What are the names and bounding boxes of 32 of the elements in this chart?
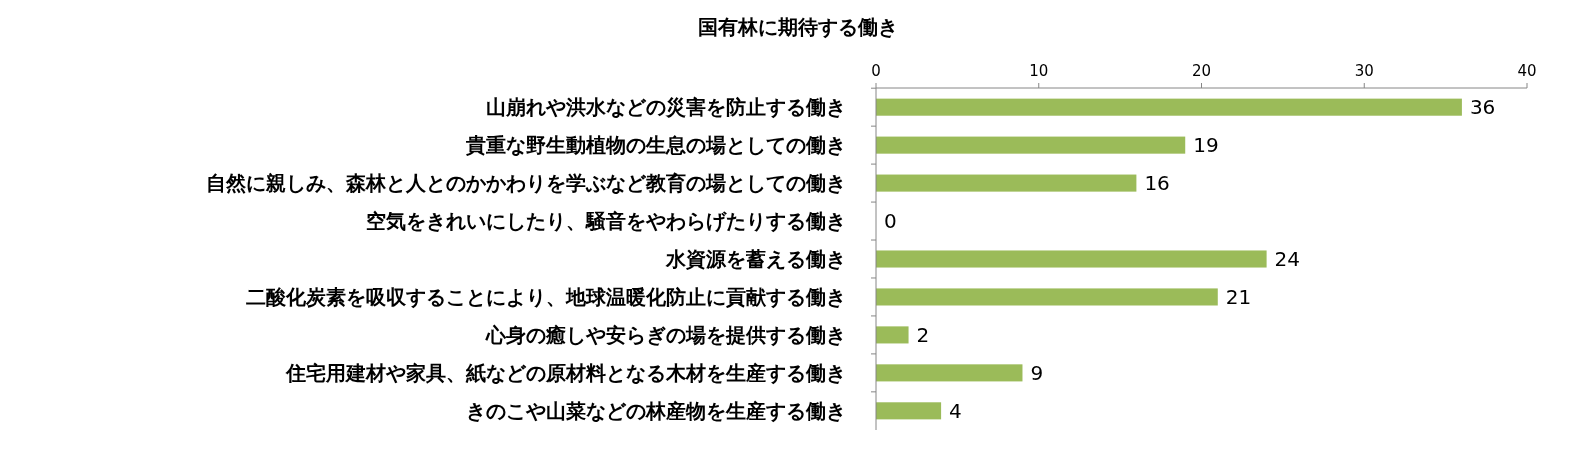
bar — [876, 174, 1137, 192]
y-tick-label: 貴重な野生動植物の生息の場としての働き — [465, 133, 846, 158]
y-tick-label: 住宅用建材や家具、紙などの原材料となる木材を生産する働き — [285, 360, 846, 385]
bar — [876, 402, 942, 420]
x-tick-label: 30 — [1354, 62, 1374, 80]
x-tick-label: 40 — [1517, 62, 1537, 80]
data-label: 19 — [1193, 133, 1219, 158]
y-tick-label: 二酸化炭素を吸収することにより、地球温暖化防止に貢献する働き — [246, 284, 846, 309]
y-tick-label: 自然に親しみ、森林と人とのかかわりを学ぶなど教育の場としての働き — [206, 171, 846, 196]
bar — [876, 136, 1186, 154]
bar — [876, 364, 1023, 382]
data-label: 4 — [949, 398, 962, 423]
bar — [876, 288, 1218, 306]
y-tick-label: 水資源を蓄える働き — [665, 247, 846, 271]
bar — [876, 98, 1462, 116]
data-label: 2 — [916, 322, 930, 347]
data-label: 36 — [1469, 95, 1496, 120]
data-label: 16 — [1144, 171, 1170, 196]
x-tick-label: 20 — [1191, 62, 1212, 80]
y-tick-label: 山崩れや洪水などの災害を防止する働き — [486, 95, 846, 120]
data-label: 9 — [1030, 360, 1044, 385]
x-tick-label: 10 — [1029, 62, 1049, 80]
bar — [876, 326, 909, 344]
chart-title: 国有林に期待する働き — [698, 15, 898, 39]
bar — [876, 250, 1267, 268]
y-tick-label: 空気をきれいにしたり、騒音をやわらげたりする働き — [366, 209, 846, 234]
y-tick-label: きのこや山菜などの林産物を生産する働き — [466, 398, 846, 423]
x-tick-label: 0 — [871, 62, 881, 80]
data-label: 0 — [884, 209, 897, 234]
data-label: 24 — [1274, 247, 1301, 271]
data-label: 21 — [1225, 284, 1252, 309]
y-tick-label: 心身の癒しや安らぎの場を提供する働き — [485, 322, 846, 347]
